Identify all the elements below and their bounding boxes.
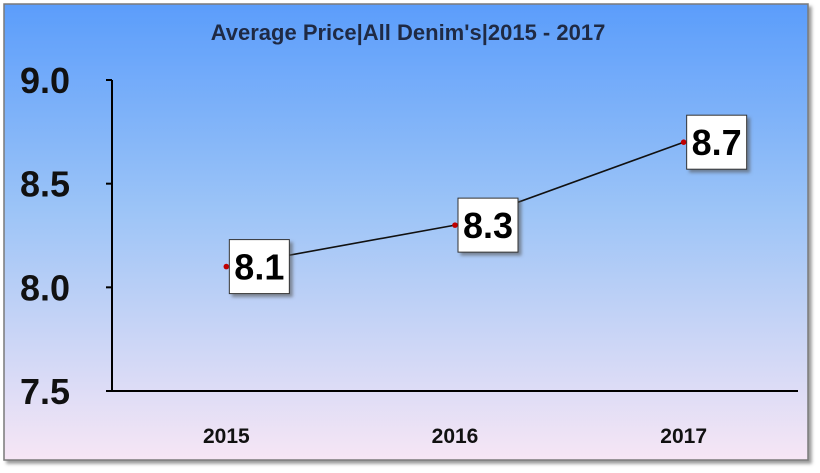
data-labels-group: 8.1 8.3 8.7 [228, 114, 748, 295]
x-tick-label: 2016 [432, 425, 479, 448]
y-tick-label: 9.0 [20, 60, 70, 101]
data-label: 8.7 [686, 114, 748, 170]
data-point-marker [452, 222, 458, 228]
y-tick-label: 8.5 [20, 164, 70, 205]
x-axis-ticks: 2015 2016 2017 [203, 425, 707, 448]
data-label: 8.3 [457, 197, 519, 253]
chart-background [3, 3, 809, 461]
data-label-text: 8.3 [463, 205, 513, 246]
data-point-marker [680, 139, 687, 145]
data-label-box [686, 114, 748, 170]
data-label: 8.1 [228, 239, 290, 295]
series-group [223, 139, 687, 270]
data-point-marker [223, 263, 230, 270]
chart-title: Average Price|All Denim's|2015 - 2017 [211, 20, 606, 45]
x-tick-label: 2017 [660, 425, 707, 448]
y-tick-label: 7.5 [20, 371, 70, 412]
y-tick-label: 8.0 [20, 267, 70, 308]
data-label-box [457, 197, 519, 253]
data-label-text: 8.7 [692, 122, 742, 163]
data-label-box [228, 239, 290, 295]
x-tick-label: 2015 [203, 425, 250, 448]
data-label-text: 8.1 [234, 247, 284, 288]
y-axis-ticks: 9.0 8.5 8.0 7.5 [20, 60, 112, 412]
